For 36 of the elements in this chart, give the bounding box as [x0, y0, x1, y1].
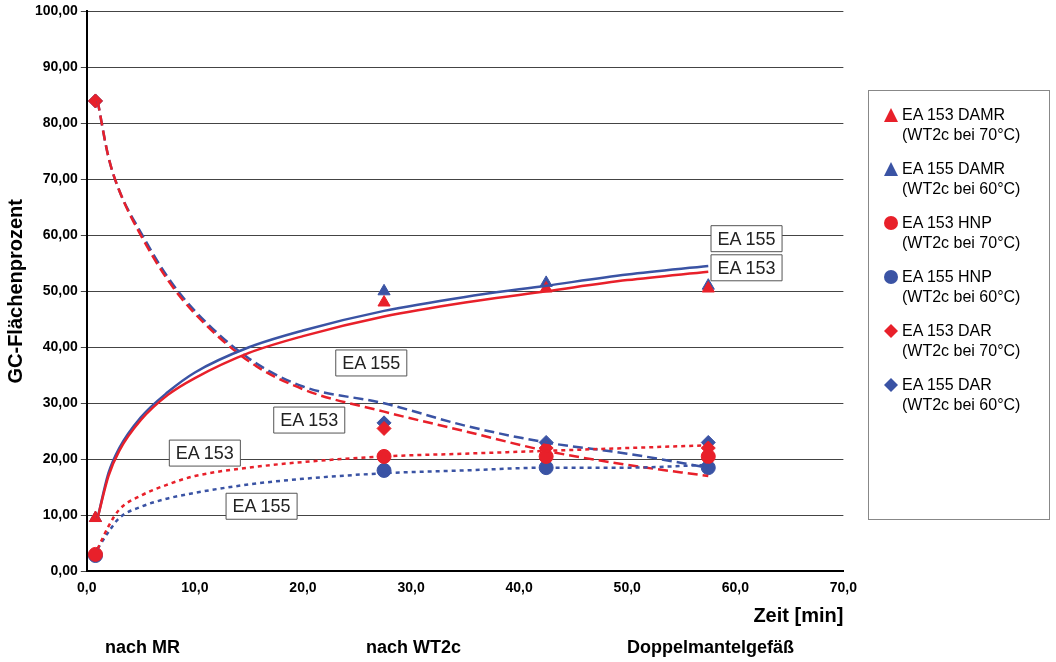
y-tick-label: 60,00 — [42, 226, 79, 243]
annotation: EA 153 — [175, 443, 234, 464]
x-tick-label: 10,0 — [181, 579, 209, 596]
y-tick-label: 100,00 — [34, 2, 79, 19]
x-axis-title: Zeit [min] — [753, 603, 844, 626]
x-tick-label: 70,0 — [829, 579, 858, 596]
text: Doppelmantelgefäß — [627, 637, 795, 658]
annotation: EA 155 — [342, 352, 401, 373]
legend-label: EA 155 DAMR (WT2c bei 60°C) — [902, 159, 1021, 199]
x-tick-label: 30,0 — [397, 579, 425, 596]
y-tick-label: 40,00 — [42, 338, 79, 355]
x-tick-label: 60,0 — [721, 579, 750, 596]
text: nach WT2c — [366, 637, 462, 658]
y-tick-label: 70,00 — [42, 170, 79, 187]
x-tick-label: 40,0 — [505, 579, 533, 596]
y-tick-label: 90,00 — [42, 58, 79, 75]
y-tick-label: 0,00 — [50, 562, 79, 579]
legend-label: EA 153 DAMR (WT2c bei 70°C) — [902, 105, 1021, 145]
y-axis-title: GC-Flächenprozent — [3, 198, 26, 384]
y-tick-label: 20,00 — [42, 450, 79, 467]
x-tick-label: 50,0 — [613, 579, 642, 596]
annotation: EA 153 — [717, 257, 776, 278]
y-tick-label: 50,00 — [42, 282, 79, 299]
legend-label: EA 153 HNP (WT2c bei 70°C) — [902, 213, 1021, 253]
y-tick-label: 10,00 — [42, 506, 79, 523]
legend-label: EA 155 HNP (WT2c bei 60°C) — [902, 267, 1021, 307]
text: nach MR — [105, 637, 181, 658]
legend-label: EA 155 DAR (WT2c bei 60°C) — [902, 375, 1021, 415]
x-tick-label: 0,0 — [77, 579, 97, 596]
y-tick-label: 80,00 — [42, 114, 79, 131]
annotation: EA 155 — [232, 496, 291, 517]
x-tick-label: 20,0 — [289, 579, 317, 596]
legend-label: EA 153 DAR (WT2c bei 70°C) — [902, 321, 1021, 361]
annotation: EA 153 — [280, 410, 339, 431]
y-tick-label: 30,00 — [42, 394, 79, 411]
annotation: EA 155 — [717, 228, 776, 249]
